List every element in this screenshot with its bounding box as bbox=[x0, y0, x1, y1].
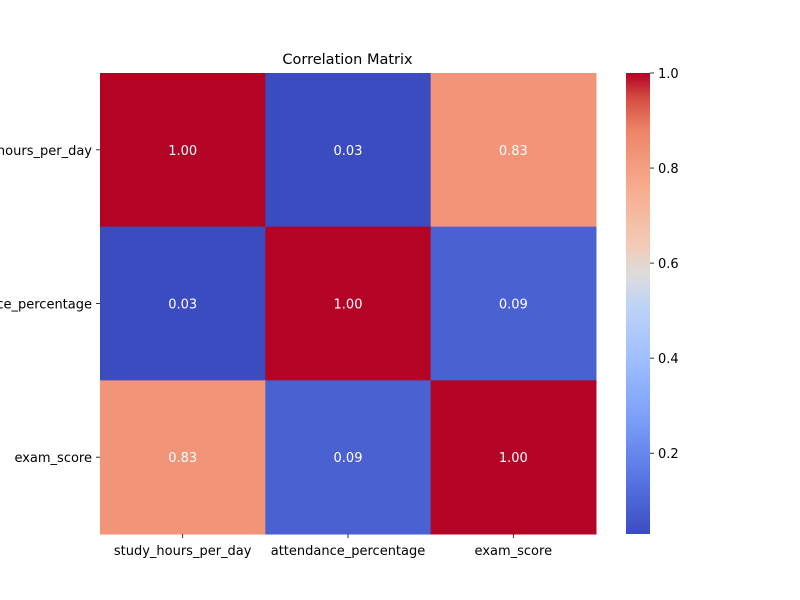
heatmap-cell bbox=[265, 226, 432, 381]
x-tick-label: study_hours_per_day bbox=[114, 544, 252, 559]
x-tick-label: exam_score bbox=[475, 544, 553, 559]
heatmap-cells bbox=[100, 73, 597, 535]
cell-annotation: 1.00 bbox=[334, 298, 363, 313]
y-tick-label: study_hours_per_day bbox=[0, 144, 92, 159]
cell-annotation: 0.83 bbox=[499, 144, 528, 159]
x-axis: study_hours_per_day attendance_percentage… bbox=[114, 534, 552, 559]
colorbar-axis: 0.2 0.4 0.6 0.8 1.0 bbox=[650, 67, 679, 462]
heatmap-cell bbox=[430, 226, 597, 381]
heatmap-annotations: 1.00 0.03 0.83 0.03 1.00 0.09 0.83 0.09 1.00 bbox=[168, 144, 528, 466]
cell-annotation: 1.00 bbox=[499, 451, 528, 466]
colorbar bbox=[626, 73, 650, 534]
chart-title: Correlation Matrix bbox=[282, 52, 413, 68]
cell-annotation: 0.03 bbox=[334, 144, 363, 159]
y-axis: study_hours_per_day attendance_percentage… bbox=[0, 144, 100, 466]
colorbar-tick-label: 0.4 bbox=[658, 352, 679, 367]
heatmap-cell bbox=[100, 73, 266, 228]
cell-annotation: 0.83 bbox=[168, 451, 197, 466]
heatmap-cell bbox=[265, 73, 432, 228]
y-tick-label: attendance_percentage bbox=[0, 298, 92, 313]
heatmap-cell bbox=[430, 73, 597, 228]
cell-annotation: 1.00 bbox=[168, 144, 197, 159]
colorbar-tick-label: 0.2 bbox=[658, 447, 679, 462]
x-tick-label: attendance_percentage bbox=[271, 544, 426, 559]
cell-annotation: 0.09 bbox=[499, 298, 528, 313]
colorbar-tick-label: 0.6 bbox=[658, 257, 679, 272]
heatmap-cell bbox=[430, 380, 597, 535]
cell-annotation: 0.03 bbox=[168, 298, 197, 313]
heatmap-cell bbox=[100, 226, 266, 381]
heatmap-cell bbox=[100, 380, 266, 535]
heatmap-cell bbox=[265, 380, 432, 535]
y-tick-label: exam_score bbox=[14, 451, 92, 466]
cell-annotation: 0.09 bbox=[334, 451, 363, 466]
colorbar-tick-label: 1.0 bbox=[658, 67, 679, 82]
colorbar-tick-label: 0.8 bbox=[658, 162, 679, 177]
